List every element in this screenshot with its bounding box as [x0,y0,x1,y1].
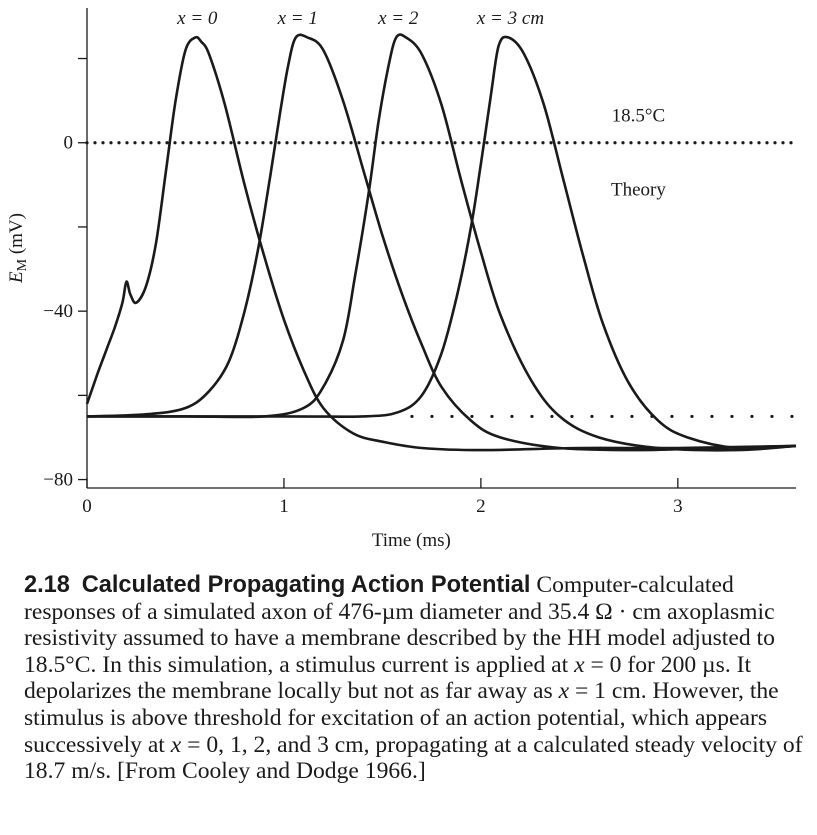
caption-number: 2.18 [24,572,70,598]
caption-variable: x [558,678,570,705]
caption-text-2: = 0 for 200 µs. It depolarizes the membr… [24,651,752,705]
series-label: x = 2 [377,8,419,29]
caption-variable: x [170,731,182,758]
caption-variable: x [574,651,585,678]
y-tick-label: 0 [64,133,74,154]
figure: −80 −40 0 0 1 2 3 Time (ms) EM (mV) 18.5°C Theory x… [6,8,798,551]
x-tick-label: 3 [673,496,683,517]
series-label: x = 0 [176,8,218,29]
series-line-x3 [87,35,797,450]
action-potential-chart: −80 −40 0 0 1 2 3 Time (ms) EM (mV) 18.5°C Theory x… [6,8,798,551]
caption-title: Calculated Propagating Action Potential [81,572,531,598]
annotation-temperature: 18.5°C [612,106,666,127]
annotation-theory: Theory [611,179,666,200]
series-label: x = 3 cm [476,8,544,29]
caption-text-1: Computer-calculated responses of a simul… [24,572,775,678]
caption-text-3: = 1 cm. However, the stimulus is above t… [24,678,779,758]
y-axis-label: EM (mV) [6,213,30,284]
x-tick-label: 1 [279,496,289,517]
y-tick-label: −40 [43,301,73,322]
x-tick-label: 2 [476,496,486,517]
x-axis-label: Time (ms) [372,530,451,551]
series-line-x1 [86,33,797,452]
series-label: x = 1 [277,8,318,29]
figure-caption: 2.18 Calculated Propagating Action Poten… [24,572,804,785]
caption-text-4: = 0, 1, 2, and 3 cm, propagating at a ca… [24,731,803,785]
series-line-x2 [87,33,797,452]
x-tick-label: 0 [82,496,92,517]
y-tick-label: −80 [43,470,73,491]
series-line-x0 [85,35,797,452]
